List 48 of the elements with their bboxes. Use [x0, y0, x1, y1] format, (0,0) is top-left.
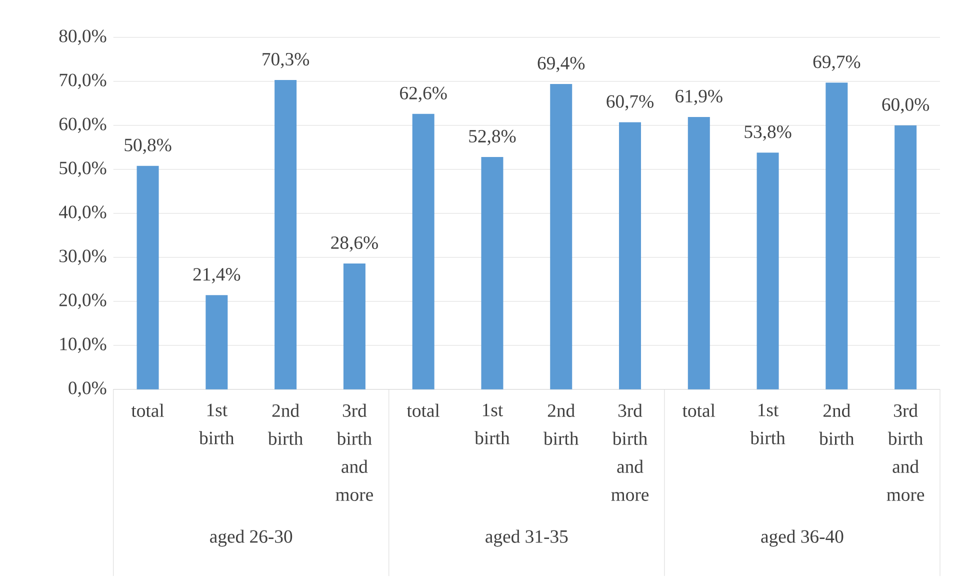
bar	[688, 116, 710, 390]
data-label: 21,4%	[193, 268, 240, 284]
data-label: 60,0%	[882, 98, 930, 114]
text: aged 31-35	[486, 530, 568, 547]
bar	[894, 125, 917, 390]
data-label: 60,7%	[606, 94, 654, 110]
x-tick-label: 1st birth	[750, 404, 786, 444]
data-label: 53,8%	[744, 125, 792, 141]
y-tick-label: 60,0%	[59, 118, 106, 133]
y-tick-label: 30,0%	[60, 250, 106, 265]
bar	[412, 114, 434, 390]
data-label: 69,4%	[538, 56, 585, 72]
y-tick-label: 10,0%	[60, 338, 106, 353]
text: aged 26-30	[210, 530, 292, 547]
x-tick-label: total	[131, 404, 164, 417]
x-tick-label: 2nd birth	[543, 404, 579, 445]
x-tick-label: 1st birth	[199, 404, 234, 444]
x-tick-label: 2nd birth	[819, 404, 854, 445]
y-tick-label: 20,0%	[59, 294, 106, 309]
y-tick-label: 0,0%	[68, 382, 106, 397]
bar	[343, 263, 366, 390]
x-tick-label: total	[682, 404, 716, 417]
text: aged 36-40	[761, 530, 844, 547]
data-label: 61,9%	[676, 90, 722, 105]
bar	[206, 295, 228, 390]
x-tick-label: 3rd birth and more	[611, 404, 649, 501]
bar	[826, 82, 848, 390]
x-tick-label: 3rd birth and more	[886, 404, 924, 501]
y-tick-label: 70,0%	[60, 74, 106, 89]
data-label: 70,3%	[262, 52, 310, 68]
x-tick-label: total	[406, 404, 440, 417]
y-tick-label: 50,0%	[60, 162, 106, 177]
data-label: 69,7%	[813, 55, 860, 71]
x-tick-label: 2nd birth	[268, 404, 303, 445]
x-tick-label: 1st birth	[474, 404, 510, 444]
data-label: 52,8%	[469, 130, 516, 146]
data-label: 62,6%	[400, 86, 447, 102]
y-tick-label: 40,0%	[58, 206, 106, 221]
bar	[274, 80, 297, 390]
bar	[136, 166, 159, 390]
bar	[619, 122, 642, 390]
x-tick-label: 3rd birth and more	[336, 404, 373, 501]
data-label: 50,8%	[124, 138, 172, 154]
bar	[481, 156, 504, 390]
y-tick-label: 80,0%	[59, 30, 106, 45]
bar	[550, 84, 572, 390]
data-label: 28,6%	[331, 236, 378, 252]
bar	[756, 152, 779, 390]
